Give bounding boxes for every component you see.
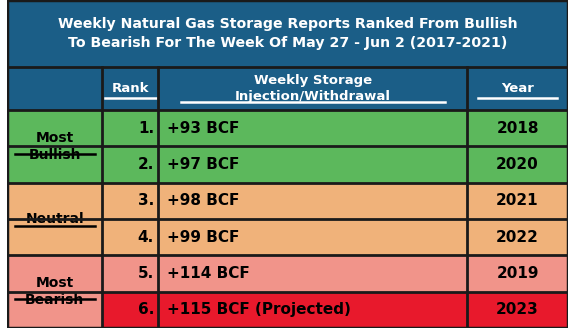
Bar bbox=[467, 219, 568, 255]
Text: 2023: 2023 bbox=[496, 302, 539, 317]
Bar bbox=[7, 255, 102, 328]
Bar bbox=[102, 219, 159, 255]
Bar bbox=[102, 183, 159, 219]
Bar bbox=[102, 146, 159, 183]
Bar bbox=[467, 110, 568, 146]
Bar bbox=[102, 292, 159, 328]
Bar bbox=[159, 183, 467, 219]
Text: +115 BCF (Projected): +115 BCF (Projected) bbox=[167, 302, 351, 317]
Bar bbox=[7, 67, 568, 110]
Text: +98 BCF: +98 BCF bbox=[167, 193, 239, 208]
Text: +93 BCF: +93 BCF bbox=[167, 121, 239, 135]
Bar bbox=[159, 292, 467, 328]
Text: +114 BCF: +114 BCF bbox=[167, 266, 250, 281]
Bar bbox=[467, 183, 568, 219]
Bar bbox=[102, 255, 159, 292]
Text: +97 BCF: +97 BCF bbox=[167, 157, 239, 172]
Bar bbox=[159, 219, 467, 255]
Text: Rank: Rank bbox=[112, 82, 149, 95]
Text: Year: Year bbox=[501, 82, 534, 95]
Text: 2019: 2019 bbox=[496, 266, 539, 281]
Text: 2022: 2022 bbox=[496, 230, 539, 245]
Text: Weekly Natural Gas Storage Reports Ranked From Bullish
To Bearish For The Week O: Weekly Natural Gas Storage Reports Ranke… bbox=[58, 17, 518, 50]
Bar bbox=[7, 183, 102, 255]
Text: 2018: 2018 bbox=[496, 121, 539, 135]
Bar bbox=[102, 110, 159, 146]
Text: Weekly Storage
Injection/Withdrawal: Weekly Storage Injection/Withdrawal bbox=[235, 74, 391, 103]
Bar bbox=[7, 0, 568, 67]
Bar bbox=[159, 110, 467, 146]
Bar bbox=[7, 110, 102, 183]
Bar bbox=[159, 146, 467, 183]
Bar bbox=[159, 255, 467, 292]
Text: +99 BCF: +99 BCF bbox=[167, 230, 239, 245]
Text: 1.: 1. bbox=[138, 121, 154, 135]
Text: Most
Bullish: Most Bullish bbox=[28, 131, 81, 162]
Text: 6.: 6. bbox=[137, 302, 154, 317]
Text: Most
Bearish: Most Bearish bbox=[25, 276, 85, 307]
Text: 3.: 3. bbox=[138, 193, 154, 208]
Text: 2.: 2. bbox=[137, 157, 154, 172]
Text: 2020: 2020 bbox=[496, 157, 539, 172]
Text: 4.: 4. bbox=[138, 230, 154, 245]
Bar bbox=[467, 146, 568, 183]
Bar bbox=[467, 292, 568, 328]
Text: Neutral: Neutral bbox=[25, 212, 84, 226]
Text: 2021: 2021 bbox=[496, 193, 539, 208]
Bar bbox=[467, 255, 568, 292]
Text: 5.: 5. bbox=[138, 266, 154, 281]
